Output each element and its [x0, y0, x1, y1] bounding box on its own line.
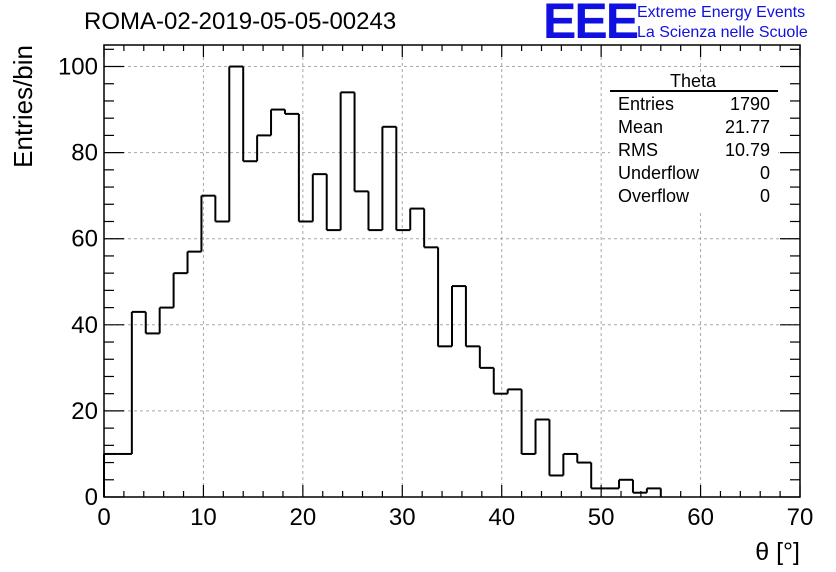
- logo-caption: Extreme Energy Events La Scienza nelle S…: [637, 3, 808, 43]
- y-tick-label: 100: [58, 54, 98, 81]
- stats-label: Underflow: [618, 163, 700, 183]
- x-tick-label: 20: [290, 504, 317, 531]
- y-tick-label: 80: [71, 140, 98, 167]
- plot-frame: [103, 44, 801, 498]
- stats-value: 21.77: [725, 117, 770, 137]
- x-tick-label: 60: [687, 504, 714, 531]
- stats-value: 1790: [730, 94, 770, 114]
- stats-label: RMS: [618, 140, 658, 160]
- y-axis-label: Entries/bin: [8, 45, 38, 168]
- y-tick-label: 60: [71, 226, 98, 253]
- stats-box: [610, 75, 778, 211]
- x-tick-label: 0: [97, 504, 110, 531]
- x-tick-label: 40: [488, 504, 515, 531]
- stats-title: Theta: [670, 71, 717, 91]
- stats-value: 10.79: [725, 140, 770, 160]
- x-tick-label: 70: [787, 504, 814, 531]
- stats-label: Overflow: [618, 186, 690, 206]
- y-tick-label: 0: [85, 484, 98, 511]
- y-tick-label: 20: [71, 398, 98, 425]
- stats-value: 0: [760, 163, 770, 183]
- chart-title: ROMA-02-2019-05-05-00243: [84, 8, 397, 35]
- x-tick-label: 50: [588, 504, 615, 531]
- logo-line-2: La Scienza nelle Scuole: [637, 24, 808, 41]
- eee-logo: EEE: [543, 0, 639, 49]
- x-tick-label: 30: [389, 504, 416, 531]
- stats-value: 0: [760, 186, 770, 206]
- logo-line-1: Extreme Energy Events: [637, 4, 806, 21]
- x-axis-label: θ [°]: [755, 538, 800, 566]
- x-tick-label: 10: [190, 504, 217, 531]
- y-tick-label: 40: [71, 312, 98, 339]
- stats-label: Mean: [618, 117, 663, 137]
- stats-label: Entries: [618, 94, 674, 114]
